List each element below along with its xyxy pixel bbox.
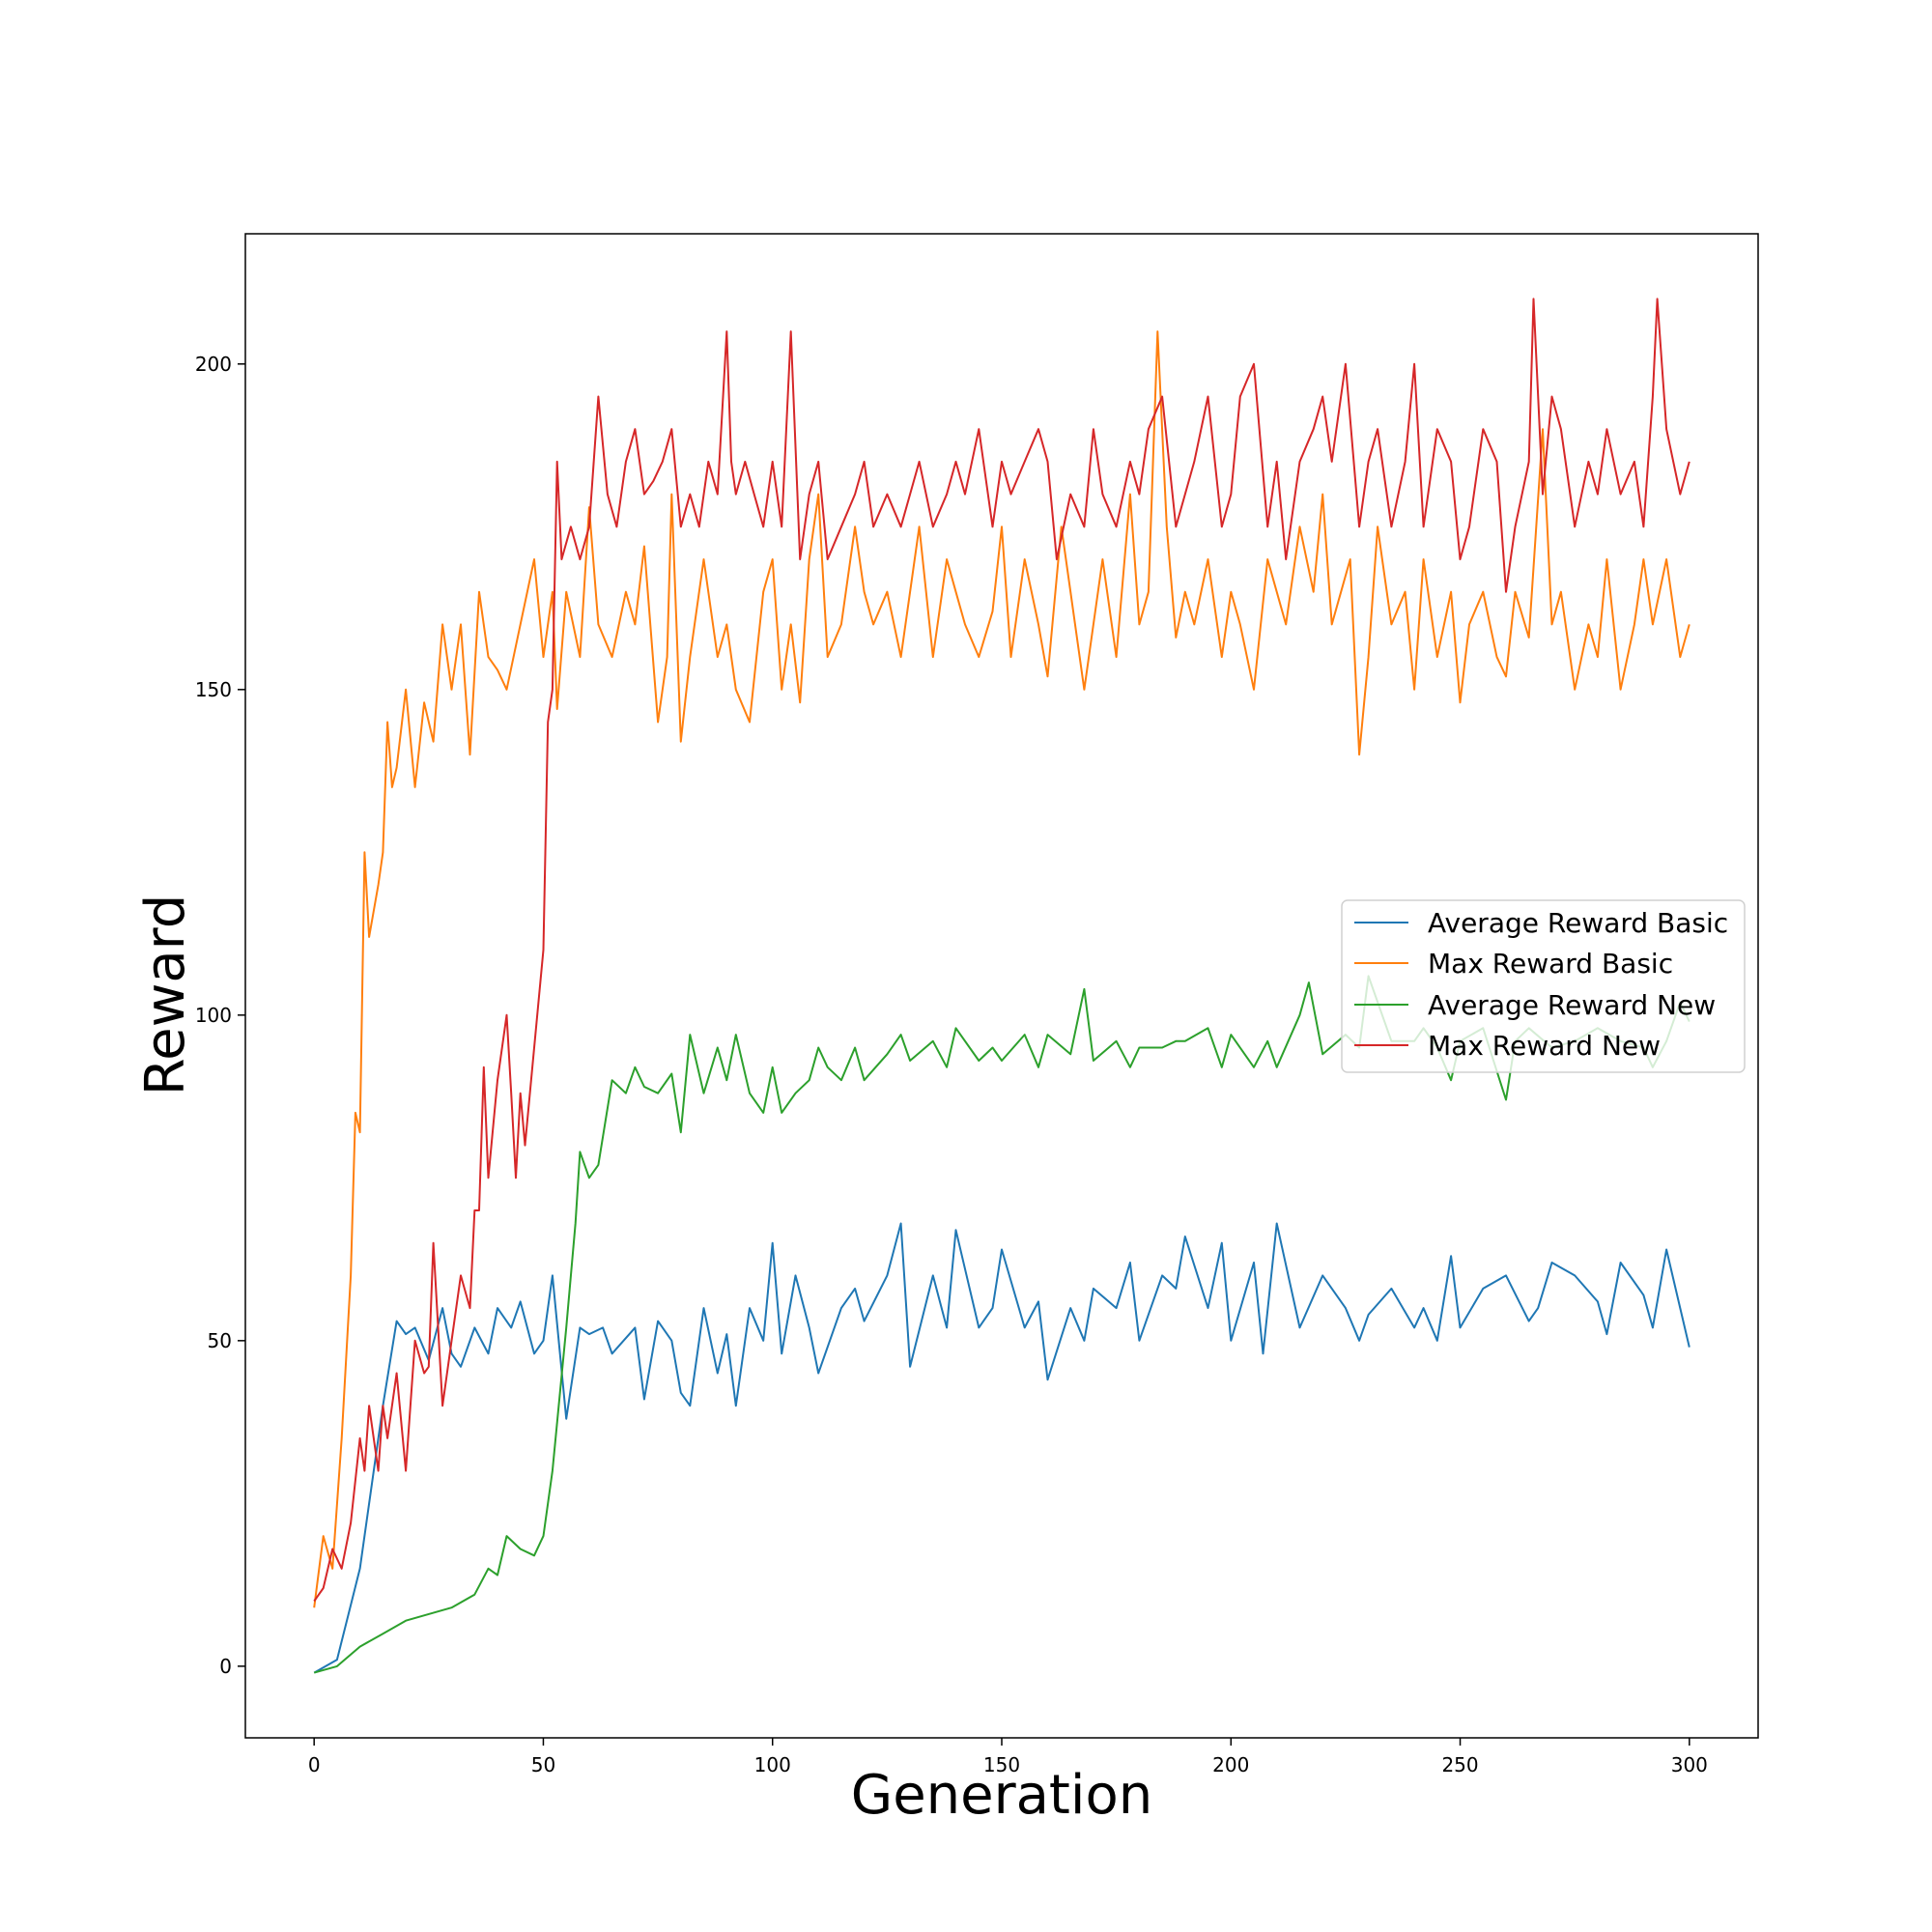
x-tick-label: 150 — [983, 1753, 1020, 1776]
y-tick-label: 200 — [195, 353, 232, 376]
legend-label-average-basic: Average Reward Basic — [1428, 907, 1728, 939]
x-tick-label: 50 — [531, 1753, 555, 1776]
x-tick-label: 0 — [308, 1753, 321, 1776]
y-axis-ticks: 0 50 100 150 200 — [195, 353, 245, 1678]
series-line-average-reward-basic — [313, 1222, 1690, 1674]
x-axis-ticks: 0 50 100 150 200 250 300 — [308, 1738, 1708, 1776]
y-tick-label: 100 — [195, 1004, 232, 1027]
legend-label-max-new: Max Reward New — [1428, 1030, 1661, 1062]
y-tick-label: 0 — [219, 1655, 232, 1678]
legend: Average Reward Basic Max Reward Basic Av… — [1341, 899, 1746, 1073]
x-tick-label: 200 — [1212, 1753, 1249, 1776]
y-axis-label: Reward — [134, 895, 197, 1096]
series-line-max-reward-new — [313, 298, 1690, 1603]
series-line-max-reward-basic — [313, 330, 1690, 1608]
x-axis-label: Generation — [851, 1764, 1152, 1827]
legend-label-average-new: Average Reward New — [1428, 989, 1716, 1021]
x-tick-label: 300 — [1671, 1753, 1708, 1776]
x-tick-label: 100 — [754, 1753, 791, 1776]
legend-label-max-basic: Max Reward Basic — [1428, 948, 1673, 980]
legend-box — [1341, 899, 1746, 1073]
y-tick-label: 150 — [195, 678, 232, 701]
x-tick-label: 250 — [1441, 1753, 1478, 1776]
y-tick-label: 50 — [208, 1329, 232, 1352]
